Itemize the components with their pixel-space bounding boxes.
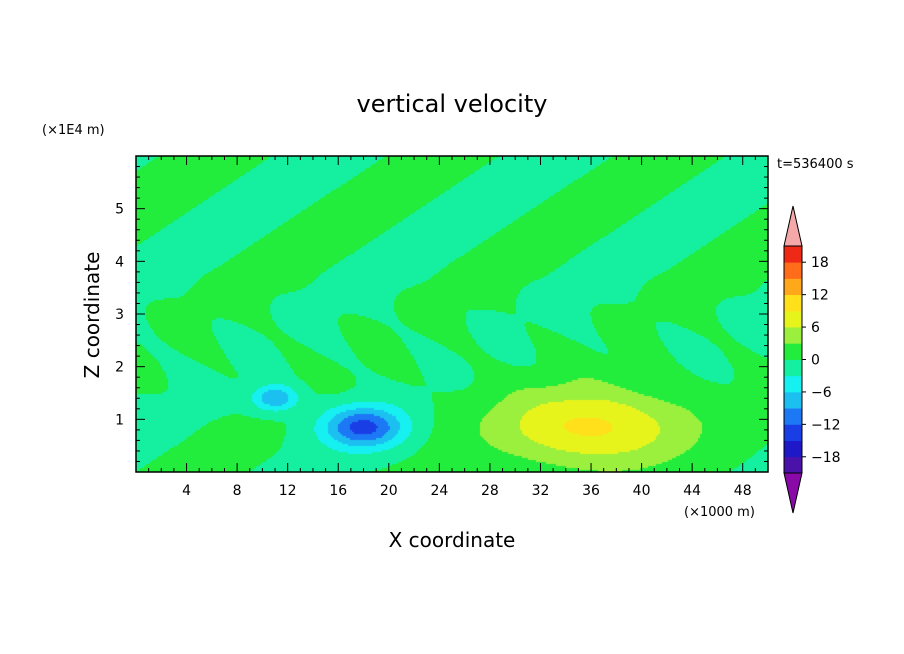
y-tick-label: 5 bbox=[115, 202, 124, 218]
colorbar-band bbox=[784, 246, 802, 263]
x-tick-label: 28 bbox=[481, 483, 499, 499]
x-tick-label: 8 bbox=[233, 483, 242, 499]
y-tick-label: 1 bbox=[115, 412, 124, 428]
x-tick-label: 12 bbox=[279, 483, 297, 499]
colorbar-over-arrow bbox=[783, 205, 803, 247]
x-tick-label: 24 bbox=[430, 483, 448, 499]
x-tick-label: 44 bbox=[683, 483, 701, 499]
x-tick-label: 32 bbox=[532, 483, 550, 499]
x-axis-label: X coordinate bbox=[389, 528, 516, 552]
x-tick-label: 48 bbox=[734, 483, 752, 499]
colorbar-band bbox=[784, 408, 802, 425]
colorbar-tick-label: −12 bbox=[811, 417, 841, 433]
y-axis-label: Z coordinate bbox=[80, 252, 104, 379]
time-label: t=536400 s bbox=[777, 157, 854, 172]
colorbar-band bbox=[784, 310, 802, 328]
x-tick-label: 20 bbox=[380, 483, 398, 499]
x-tick-label: 4 bbox=[182, 483, 191, 499]
colorbar-under-arrow bbox=[783, 472, 803, 514]
colorbar-tick-label: 12 bbox=[811, 288, 829, 304]
colorbar-tick-label: −18 bbox=[811, 450, 841, 466]
x-unit-label: (×1000 m) bbox=[684, 505, 755, 520]
colorbar-band bbox=[784, 262, 802, 279]
chart-title: vertical velocity bbox=[357, 90, 548, 118]
colorbar-band bbox=[784, 294, 802, 312]
colorbar: 18 12 6 0 −6 −12 −18 bbox=[783, 205, 841, 514]
y-tick-label: 2 bbox=[115, 360, 124, 376]
colorbar-band bbox=[784, 391, 802, 409]
x-tick-label: 40 bbox=[633, 483, 651, 499]
plot-area bbox=[135, 155, 769, 473]
colorbar-band bbox=[784, 440, 802, 458]
y-axis: 1 2 3 4 5 bbox=[115, 166, 768, 462]
x-tick-label: 36 bbox=[582, 483, 600, 499]
x-tick-label: 16 bbox=[329, 483, 347, 499]
colorbar-tick-label: −6 bbox=[811, 385, 832, 401]
colorbar-band bbox=[784, 359, 802, 377]
colorbar-band bbox=[784, 456, 802, 474]
colorbar-band bbox=[784, 343, 802, 360]
contour-field bbox=[136, 156, 768, 472]
y-tick-label: 3 bbox=[115, 307, 124, 323]
x-axis: 4 8 12 16 20 24 28 32 36 40 44 48 bbox=[148, 156, 756, 499]
colorbar-band bbox=[784, 327, 802, 344]
colorbar-tick-label: 6 bbox=[811, 320, 820, 336]
colorbar-band bbox=[784, 278, 802, 296]
colorbar-tick-label: 18 bbox=[811, 255, 829, 271]
y-unit-label: (×1E4 m) bbox=[42, 123, 105, 138]
colorbar-band bbox=[784, 424, 802, 441]
colorbar-band bbox=[784, 375, 802, 393]
colorbar-tick-label: 0 bbox=[811, 353, 820, 369]
y-tick-label: 4 bbox=[115, 254, 124, 270]
